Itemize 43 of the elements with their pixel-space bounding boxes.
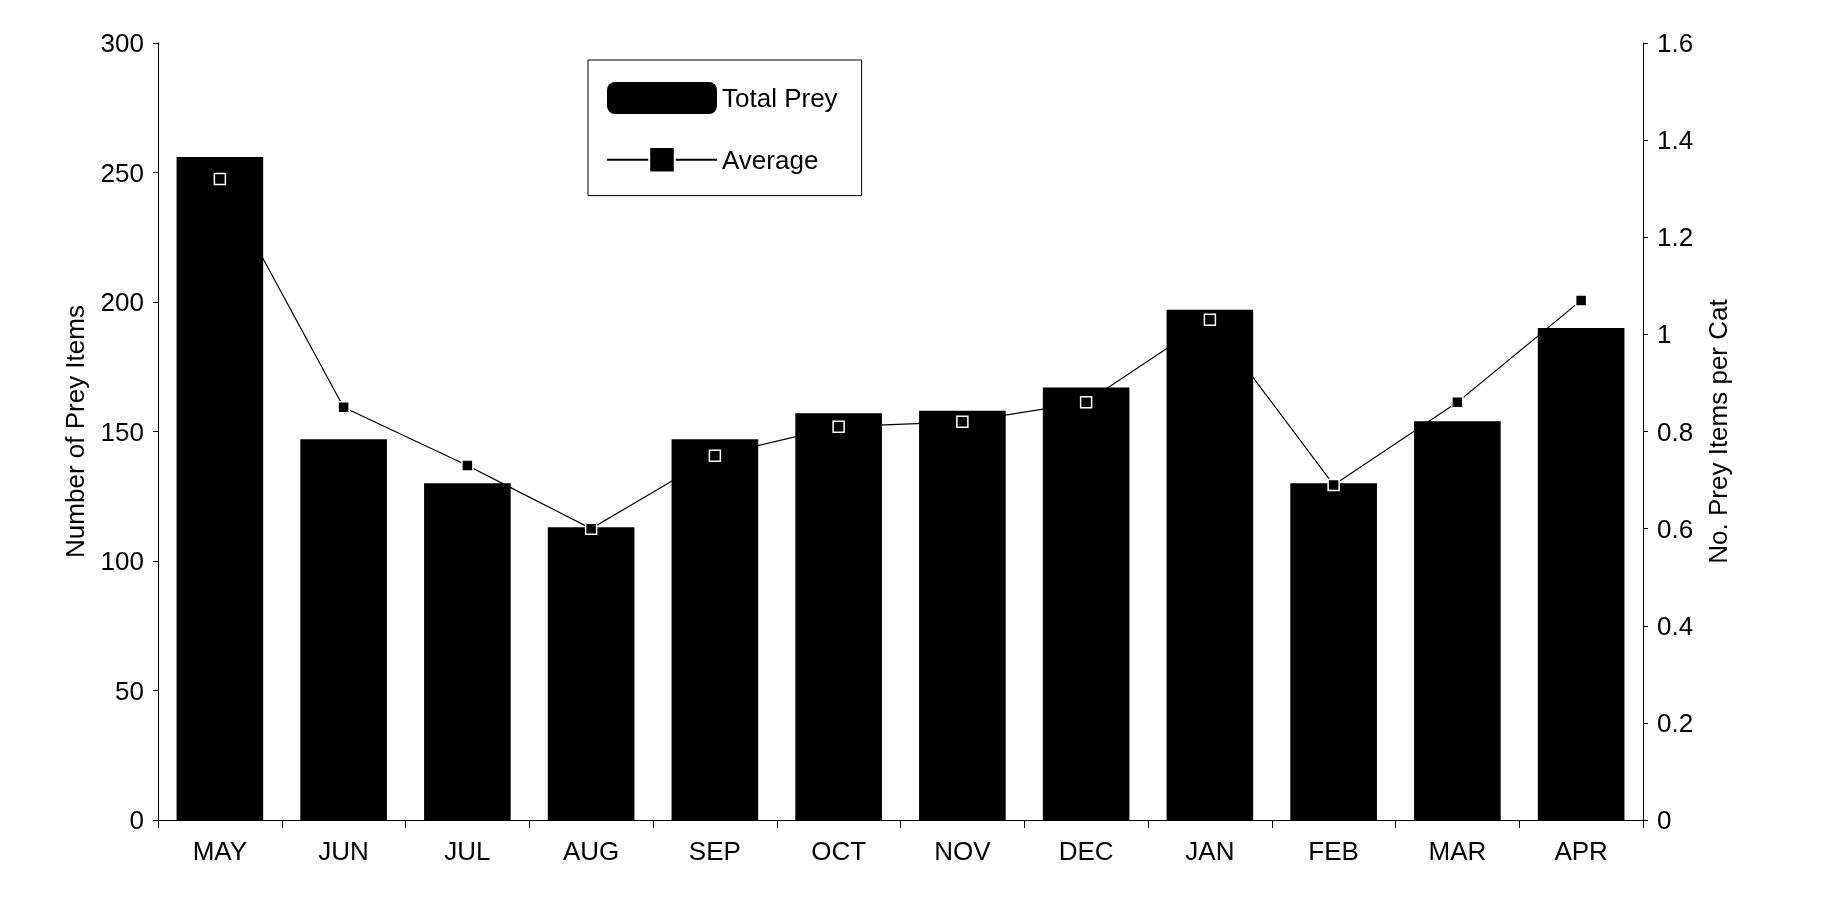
y2-tick-label: 0.4	[1657, 610, 1694, 641]
y-tick-label: 100	[100, 546, 144, 576]
x-tick-label: SEP	[688, 836, 741, 866]
point	[956, 415, 969, 429]
y2-tick-label: 1.4	[1657, 125, 1694, 156]
point	[1079, 396, 1093, 409]
y2-tick-label: 1	[1657, 319, 1672, 350]
point	[1203, 313, 1217, 327]
x-tick-label: JUL	[444, 836, 491, 866]
y2-tick-label: 1.6	[1657, 28, 1694, 58]
point	[708, 449, 722, 463]
x-tick-label: DEC	[1058, 836, 1114, 866]
y-tick-label: 200	[100, 287, 144, 317]
point	[461, 459, 474, 472]
point	[213, 172, 227, 186]
y-tick-label: 50	[115, 675, 144, 706]
y2-tick-label: 0.6	[1657, 513, 1694, 544]
legend-label: Average	[722, 144, 819, 175]
y2-tick-label: 0	[1657, 805, 1672, 835]
x-tick-label: NOV	[934, 836, 992, 866]
y2-axis-title: No. Prey Items per Cat	[1703, 298, 1733, 564]
y-axis-title: Number of Prey Items	[60, 305, 90, 558]
y2-tick-label: 0.2	[1657, 707, 1694, 738]
x-tick-label: MAR	[1428, 836, 1487, 866]
point	[1327, 478, 1340, 492]
point	[1574, 294, 1588, 307]
x-tick-label: OCT	[811, 836, 867, 866]
point	[337, 400, 350, 414]
x-tick-label: JUN	[318, 836, 369, 866]
y-tick-label: 250	[100, 157, 144, 188]
legend-label: Total Prey	[722, 83, 838, 113]
y-tick-label: 300	[100, 28, 144, 58]
x-tick-label: JAN	[1185, 836, 1235, 866]
y2-tick-label: 0.8	[1657, 416, 1694, 447]
x-tick-label: MAY	[192, 836, 248, 866]
x-tick-label: AUG	[562, 836, 620, 866]
y2-tick-label: 1.2	[1657, 222, 1694, 253]
point	[584, 522, 598, 535]
y-tick-label: 150	[100, 416, 144, 447]
x-tick-label: FEB	[1308, 836, 1359, 866]
x-tick-label: APR	[1554, 836, 1608, 866]
point	[832, 420, 845, 433]
y-tick-label: 0	[129, 805, 144, 835]
